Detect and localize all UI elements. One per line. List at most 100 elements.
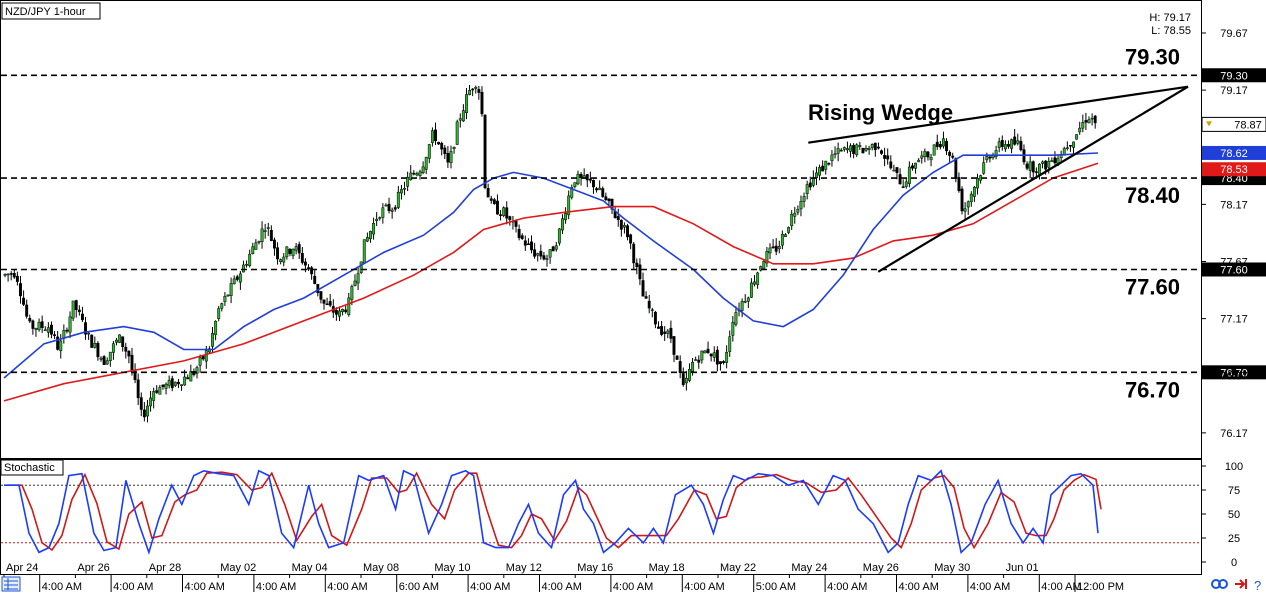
low-readout: L: 78.55 [1151,25,1191,37]
candle-body [406,176,410,187]
candle-body [997,141,1001,148]
candle-body [424,157,428,170]
candle-body [449,151,453,164]
stoch-y-tick-label: 75 [1228,485,1240,497]
grid-icon[interactable] [1,576,21,592]
candle-body [564,213,568,221]
arrow-right-icon[interactable] [1235,579,1247,589]
candle-body [784,234,787,237]
wedge-upper-line [808,85,1189,144]
candle-body [938,144,942,148]
candle-body [669,327,673,339]
y-tick-label: 77.17 [1220,314,1248,326]
x-tick-label: 4:00 AM [256,581,296,593]
candle-body [1019,141,1023,151]
candle-body [901,186,905,188]
candle-body [465,94,468,113]
candle-body [347,297,351,315]
candle-body [28,317,32,322]
candle-body [684,377,688,384]
x-tick-label: May 10 [434,562,470,574]
candle-body [551,246,555,252]
candle-body [622,225,626,228]
x-tick-label: 4:00 AM [327,581,367,593]
candle-body [254,242,258,250]
candle-body [660,326,664,335]
level-tag-text-77.60: 77.60 [1220,264,1248,276]
candle-body [232,278,236,285]
stoch-panel-frame [0,459,1202,575]
x-tick-label: 4:00 AM [185,581,225,593]
candle-body [1053,157,1057,164]
candle-body [173,381,177,386]
candle-body [793,212,797,217]
candle-body [718,361,722,364]
candle-body [217,308,221,319]
candle-body [495,200,499,215]
candle-body [226,294,230,297]
x-tick-label: 4:00 AM [684,581,724,593]
candle-body [833,153,837,155]
candle-body [598,187,602,191]
candle-body [703,350,707,354]
candle-body [592,180,595,188]
candle-body [108,351,112,361]
candle-body [176,381,180,385]
candle-body [771,246,775,249]
candle-body [242,264,245,273]
candle-body [1068,144,1072,147]
candle-body [263,230,267,232]
candle-body [715,349,719,365]
candle-body [40,321,44,328]
candle-body [142,409,146,418]
candle-body [458,118,462,121]
x-tick-label: May 08 [363,562,399,574]
candle-body [282,256,286,263]
candle-body [446,153,450,163]
candle-body [359,261,363,273]
stoch-title-box [0,459,64,476]
candle-body [313,275,317,284]
candle-body [353,280,357,286]
candle-body [468,90,472,95]
candle-body [647,300,651,309]
link-icon[interactable] [1211,579,1228,589]
candle-body [960,188,964,212]
x-tick-label: May 04 [292,562,328,574]
candle-body [616,216,620,221]
candle-body [1007,144,1010,147]
blue-ma-tag [1202,145,1266,160]
candle-body [443,147,447,154]
candle-body [492,199,496,204]
level-label-76.70: 76.70 [1125,377,1180,402]
candle-body [15,275,19,282]
question-icon[interactable]: ? [1254,578,1261,593]
candle-body [855,144,859,155]
candle-body [266,227,270,229]
candle-body [821,165,825,172]
level-label-79.30: 79.30 [1125,44,1180,69]
candle-body [526,243,530,245]
candle-body [849,145,852,152]
candle-body [991,155,995,158]
candle-body [579,173,583,178]
candle-body [666,330,670,334]
candle-body [898,174,902,185]
stoch-y-tick-label: 0 [1231,557,1237,569]
y-tick-label: 78.17 [1220,199,1248,211]
candle-body [56,336,60,350]
candle-body [19,283,22,297]
candle-body [969,193,973,203]
candle-body [663,331,667,334]
current-price-marker-icon [1206,121,1212,127]
candle-body [180,384,183,386]
main-chart: 79.30 78.40 77.60 76.70 [1,44,1265,423]
candle-body [211,333,214,347]
candle-body [858,145,862,148]
candle-body [917,159,921,163]
candle-body [118,334,122,343]
candle-body [285,246,289,258]
candle-body [824,160,828,170]
level-tag-77.60 [1202,262,1266,277]
candle-body [567,195,571,216]
